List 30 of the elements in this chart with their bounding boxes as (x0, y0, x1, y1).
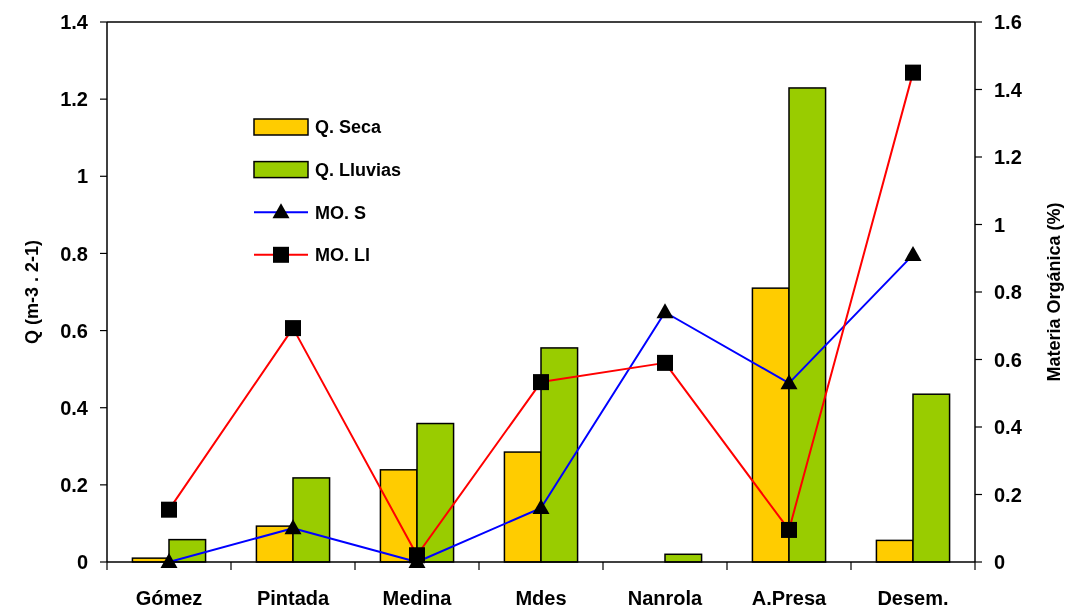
y2-axis-title: Materia Orgánica (%) (1044, 202, 1064, 382)
legend-label: MO. S (315, 202, 367, 223)
y-tick-label: 1 (76, 165, 88, 188)
y2-tick-label: 1.6 (994, 11, 1022, 34)
x-tick-label: A.Presa (751, 587, 828, 609)
y2-tick-label: 0.2 (994, 483, 1022, 506)
y-tick-label: 1.2 (60, 88, 88, 111)
y2-tick-label: 0 (994, 551, 1006, 574)
y-tick-label: 0.2 (60, 474, 88, 497)
x-tick-label: Medina (382, 587, 453, 609)
y2-tick-label: 0.6 (994, 348, 1022, 371)
y-tick-label: 0 (76, 551, 88, 574)
legend-label: MO. Ll (315, 245, 370, 266)
y-tick-label: 1.4 (60, 11, 89, 34)
y-tick-label: 0.6 (60, 319, 88, 342)
x-tick-label: Nanrola (627, 587, 704, 609)
x-tick-label: Pintada (256, 587, 330, 609)
y2-tick-label: 1.2 (994, 146, 1022, 169)
x-tick-label: Desem. (877, 587, 949, 609)
y2-tick-label: 1.4 (994, 78, 1023, 101)
y2-tick-label: 1 (994, 213, 1006, 236)
x-tick-label: Mdes (515, 587, 567, 609)
y-axis-title: Q (m-3 . 2-1) (22, 239, 42, 345)
y-tick-label: 0.4 (60, 396, 89, 419)
x-tick-label: Gómez (135, 587, 203, 609)
y2-tick-label: 0.4 (994, 416, 1023, 439)
legend-label: Q. Lluvias (315, 160, 402, 181)
legend-label: Q. Seca (315, 117, 383, 138)
y-tick-label: 0.8 (60, 242, 88, 265)
y2-tick-label: 0.8 (994, 281, 1022, 304)
